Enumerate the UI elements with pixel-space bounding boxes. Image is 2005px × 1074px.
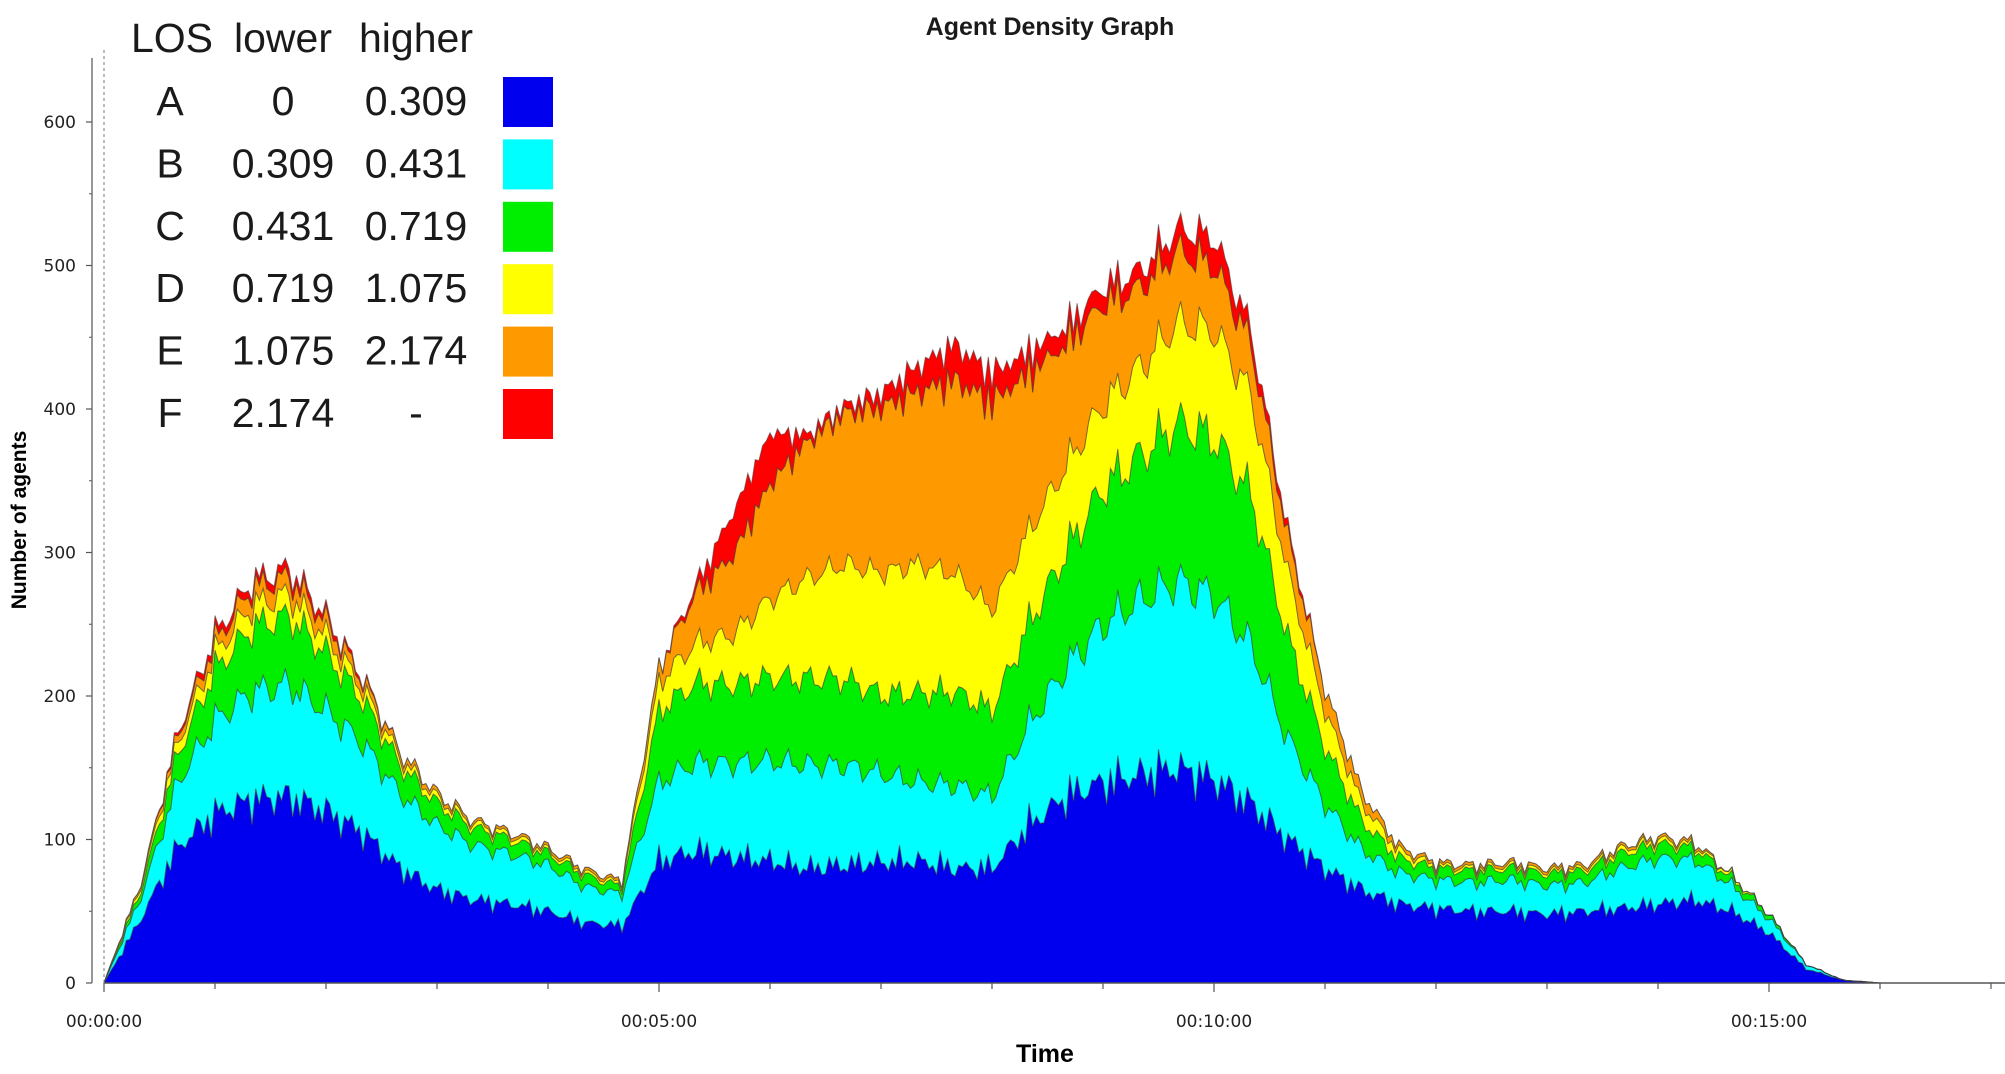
legend-swatch-B <box>503 139 553 190</box>
legend-lower-F: 2.174 <box>232 390 335 436</box>
legend-lower-E: 1.075 <box>232 328 335 374</box>
chart-title: Agent Density Graph <box>926 13 1175 41</box>
y-axis-title: Number of agents <box>8 431 31 610</box>
legend-los-C: C <box>155 203 185 249</box>
legend-lower-C: 0.431 <box>232 203 335 249</box>
legend-higher-C: 0.719 <box>365 203 468 249</box>
legend-higher-B: 0.431 <box>365 140 468 186</box>
legend-los-F: F <box>157 390 182 436</box>
y-tick-label: 0 <box>65 974 76 994</box>
legend-header-lower: lower <box>234 15 332 61</box>
legend-swatch-E <box>503 326 553 377</box>
area-series-F <box>103 210 1991 984</box>
legend-header-higher: higher <box>359 15 473 61</box>
legend-los-D: D <box>155 265 185 311</box>
legend-los-E: E <box>156 328 183 374</box>
y-tick-label: 600 <box>44 113 76 133</box>
y-tick-label: 100 <box>44 831 76 851</box>
y-tick-label: 500 <box>44 257 76 277</box>
legend-swatch-D <box>503 264 553 315</box>
x-tick-label: 00:15:00 <box>1731 1012 1807 1032</box>
legend-swatch-F <box>503 389 553 439</box>
y-tick-label: 400 <box>44 400 76 420</box>
legend-lower-B: 0.309 <box>232 140 335 186</box>
legend-lower-D: 0.719 <box>232 265 335 311</box>
legend-los-B: B <box>156 140 183 186</box>
legend: LOS lower higher A 0 0.309 B 0.309 0.431 C 0.431 0.… <box>131 15 553 439</box>
y-tick-label: 300 <box>44 544 76 564</box>
legend-swatch-A <box>503 77 553 127</box>
legend-header-los: LOS <box>131 15 213 61</box>
legend-los-A: A <box>156 78 184 124</box>
stacked-areas <box>103 210 1991 984</box>
legend-higher-E: 2.174 <box>365 328 468 374</box>
x-tick-label: 00:10:00 <box>1176 1012 1252 1032</box>
legend-higher-D: 1.075 <box>365 265 468 311</box>
x-axis-title: Time <box>1016 1040 1074 1068</box>
x-tick-label: 00:05:00 <box>621 1012 697 1032</box>
x-tick-label: 00:00:00 <box>66 1012 142 1032</box>
legend-swatch-C <box>503 201 553 252</box>
legend-higher-A: 0.309 <box>365 78 468 124</box>
axes: 0 100 200 300 400 500 600 00:00:00 00:05:00 00:10… <box>44 50 2005 1032</box>
y-tick-label: 200 <box>44 687 76 707</box>
legend-higher-F: - <box>409 390 423 436</box>
legend-lower-A: 0 <box>272 78 295 124</box>
